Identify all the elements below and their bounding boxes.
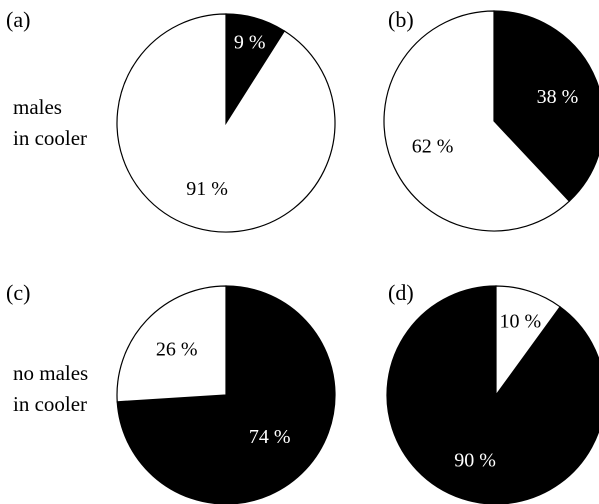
pie-d-slice-90 xyxy=(386,285,599,504)
pie-d-slice-label-90: 90 % xyxy=(454,449,496,471)
panel-label-b: (b) xyxy=(388,7,414,32)
pie-c: 74 % 26 % xyxy=(116,285,336,504)
pie-b-slice-38 xyxy=(493,10,599,203)
panel-label-a: (a) xyxy=(6,7,30,32)
pie-a-slice-label-91: 91 % xyxy=(186,178,228,200)
pie-d: 90 % 10 % xyxy=(386,285,599,504)
pie-d-slice-label-10: 10 % xyxy=(499,310,541,332)
pie-a: 9 % 91 % xyxy=(116,13,336,233)
pie-b-slice-label-38: 38 % xyxy=(537,86,579,108)
row-label-males-line2: in cooler xyxy=(13,126,87,150)
panel-label-d: (d) xyxy=(388,280,414,305)
pie-c-slice-label-26: 26 % xyxy=(156,339,198,361)
row-label-males-line1: males xyxy=(13,95,62,119)
panel-label-c: (c) xyxy=(6,280,30,305)
row-label-no-males-line1: no males xyxy=(13,361,88,385)
pie-a-slice-label-9: 9 % xyxy=(234,31,266,53)
pie-b: 38 % 62 % xyxy=(383,10,599,232)
row-label-no-males-line2: in cooler xyxy=(13,392,87,416)
pie-a-slice-91 xyxy=(116,13,336,233)
pie-d-slice-10 xyxy=(495,285,561,397)
pie-b-slice-62 xyxy=(383,10,571,232)
pie-b-slice-label-62: 62 % xyxy=(412,135,454,157)
pie-c-slice-label-74: 74 % xyxy=(249,426,291,448)
pie-c-slice-26 xyxy=(116,285,227,403)
